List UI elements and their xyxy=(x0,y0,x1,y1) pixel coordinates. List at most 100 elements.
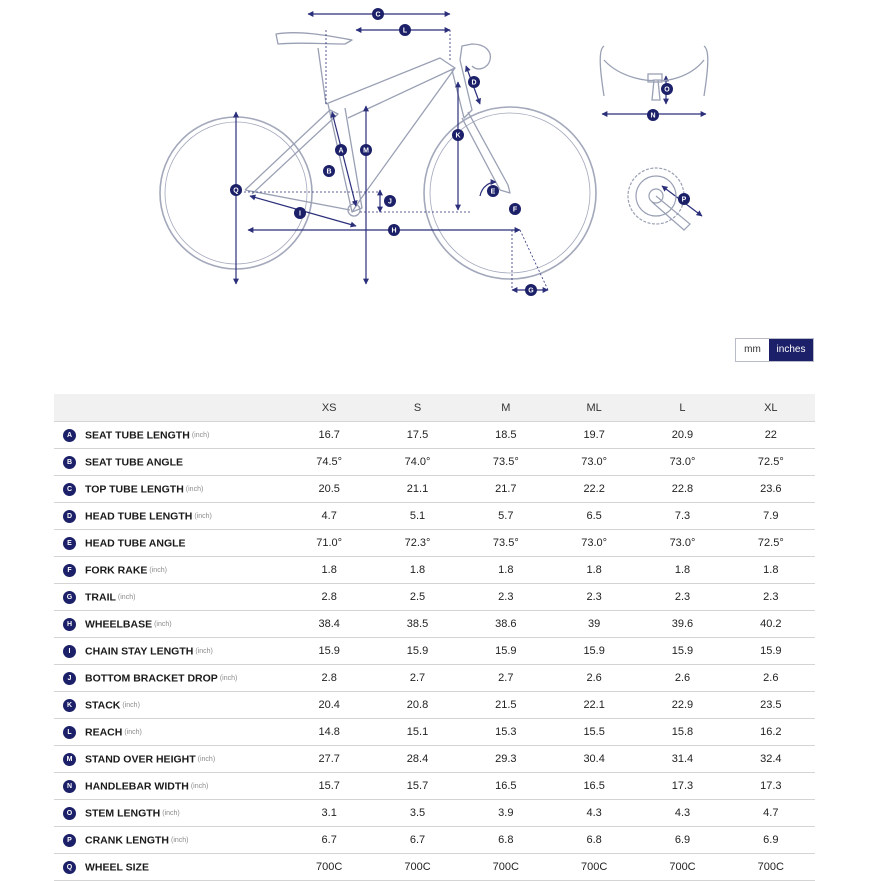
svg-text:O: O xyxy=(664,87,670,94)
table-cell: 4.3 xyxy=(638,799,727,827)
table-cell: 15.3 xyxy=(461,718,550,746)
marker-f: F xyxy=(509,203,521,215)
measurement-letter-badge: H xyxy=(63,617,76,631)
table-cell: 3.5 xyxy=(373,799,462,827)
table-cell: 28.4 xyxy=(373,745,462,773)
measurement-label: O STEM LENGTH (inch) xyxy=(54,799,285,827)
table-row: B SEAT TUBE ANGLE 74.5° 74.0° 73.5° 73.0° 73.0… xyxy=(54,448,815,476)
table-cell: 1.8 xyxy=(638,556,727,584)
table-cell: 6.8 xyxy=(549,826,639,854)
measurement-label: P CRANK LENGTH (inch) xyxy=(54,826,285,854)
table-cell: 22.9 xyxy=(638,691,727,719)
table-cell: 30.4 xyxy=(549,745,639,773)
handlebar-inset xyxy=(599,45,709,101)
bike-geometry-diagram: C L D K A M B Q E J F I H G O N P xyxy=(159,8,709,296)
marker-c: C xyxy=(372,8,384,20)
svg-text:L: L xyxy=(403,28,408,35)
table-cell: 1.8 xyxy=(373,556,462,584)
table-cell: 15.5 xyxy=(549,718,639,746)
unit-inches-button[interactable]: inches xyxy=(769,339,813,361)
table-cell: 32.4 xyxy=(726,745,815,773)
table-cell: 71.0° xyxy=(285,529,374,557)
measurement-unit: (inch) xyxy=(171,836,189,844)
measurement-letter-badge: F xyxy=(63,563,76,577)
measurement-label: C TOP TUBE LENGTH (inch) xyxy=(54,475,285,503)
front-wheel xyxy=(423,106,597,280)
measurement-letter-badge: K xyxy=(63,698,76,712)
measurement-name: HEAD TUBE LENGTH xyxy=(85,510,193,522)
measurement-letter-badge: Q xyxy=(63,860,76,874)
svg-text:B: B xyxy=(326,169,331,176)
marker-m: M xyxy=(360,144,372,156)
table-cell: 38.5 xyxy=(373,610,462,638)
table-cell: 74.0° xyxy=(373,448,462,476)
measurement-letter-badge: M xyxy=(63,752,76,766)
table-cell: 39.6 xyxy=(638,610,727,638)
table-row: M STAND OVER HEIGHT (inch) 27.7 28.4 29.3 30.4… xyxy=(54,745,815,773)
geometry-table-body: A SEAT TUBE LENGTH (inch) 16.7 17.5 18.5 19.7 2… xyxy=(54,421,815,881)
measurement-name: CHAIN STAY LENGTH xyxy=(85,645,194,657)
marker-k: K xyxy=(452,129,464,141)
table-cell: 1.8 xyxy=(549,556,639,584)
measurement-label: N HANDLEBAR WIDTH (inch) xyxy=(54,772,285,800)
table-row: A SEAT TUBE LENGTH (inch) 16.7 17.5 18.5 19.7 2… xyxy=(54,421,815,449)
svg-text:A: A xyxy=(338,148,343,155)
table-cell: 19.7 xyxy=(549,421,639,449)
table-cell: 4.7 xyxy=(285,502,374,530)
marker-o: O xyxy=(661,83,673,95)
table-row: P CRANK LENGTH (inch) 6.7 6.7 6.8 6.8 6.9 6.9 xyxy=(54,826,815,854)
table-cell: 2.8 xyxy=(285,583,374,611)
table-cell: 72.5° xyxy=(726,448,815,476)
measurement-name: FORK RAKE xyxy=(85,564,148,576)
table-cell: 700C xyxy=(726,853,815,881)
table-cell: 16.2 xyxy=(726,718,815,746)
table-cell: 73.5° xyxy=(461,448,550,476)
measurement-name: HEAD TUBE ANGLE xyxy=(85,537,186,549)
marker-i: I xyxy=(294,207,306,219)
table-cell: 15.8 xyxy=(638,718,727,746)
measurement-label: K STACK (inch) xyxy=(54,691,285,719)
measurement-unit: (inch) xyxy=(162,809,180,817)
table-cell: 20.5 xyxy=(285,475,374,503)
table-cell: 15.9 xyxy=(373,637,462,665)
measurement-label: F FORK RAKE (inch) xyxy=(54,556,285,584)
measurement-label: H WHEELBASE (inch) xyxy=(54,610,285,638)
bike-frame xyxy=(244,32,511,217)
table-row: E HEAD TUBE ANGLE 71.0° 72.3° 73.5° 73.0° 73.0… xyxy=(54,529,815,557)
table-cell: 20.9 xyxy=(638,421,727,449)
marker-e: E xyxy=(487,185,499,197)
size-header-row: XS S M ML L XL xyxy=(54,394,815,422)
measurement-name: TRAIL xyxy=(85,591,116,603)
unit-mm-button[interactable]: mm xyxy=(736,339,769,361)
table-cell: 14.8 xyxy=(285,718,374,746)
measurement-name: SEAT TUBE LENGTH xyxy=(85,429,190,441)
table-cell: 6.7 xyxy=(285,826,374,854)
table-cell: 2.8 xyxy=(285,664,374,692)
table-cell: 1.8 xyxy=(461,556,550,584)
table-cell: 73.0° xyxy=(638,529,727,557)
measurement-letter-badge: N xyxy=(63,779,76,793)
svg-text:K: K xyxy=(455,133,460,140)
table-cell: 6.5 xyxy=(549,502,639,530)
geometry-table: XS S M ML L XL A SEAT TUBE LENGTH (inch) 16… xyxy=(54,394,815,881)
table-cell: 27.7 xyxy=(285,745,374,773)
table-cell: 22 xyxy=(726,421,815,449)
svg-text:H: H xyxy=(391,228,396,235)
table-cell: 700C xyxy=(461,853,550,881)
measurement-unit: (inch) xyxy=(124,728,142,736)
table-row: O STEM LENGTH (inch) 3.1 3.5 3.9 4.3 4.3 4.7 xyxy=(54,799,815,827)
table-cell: 15.9 xyxy=(549,637,639,665)
dimension-lines xyxy=(233,11,707,293)
measurement-label: M STAND OVER HEIGHT (inch) xyxy=(54,745,285,773)
measurement-name: SEAT TUBE ANGLE xyxy=(85,456,184,468)
svg-text:J: J xyxy=(388,199,392,206)
table-row: F FORK RAKE (inch) 1.8 1.8 1.8 1.8 1.8 1.8 xyxy=(54,556,815,584)
table-cell: 16.5 xyxy=(461,772,550,800)
measurement-name: WHEELBASE xyxy=(85,618,153,630)
unit-toggle: mm inches xyxy=(735,338,814,362)
table-cell: 20.8 xyxy=(373,691,462,719)
measurement-unit: (inch) xyxy=(185,485,204,493)
table-cell: 39 xyxy=(549,610,639,638)
measurement-letter-badge: P xyxy=(63,833,76,847)
table-cell: 700C xyxy=(638,853,727,881)
